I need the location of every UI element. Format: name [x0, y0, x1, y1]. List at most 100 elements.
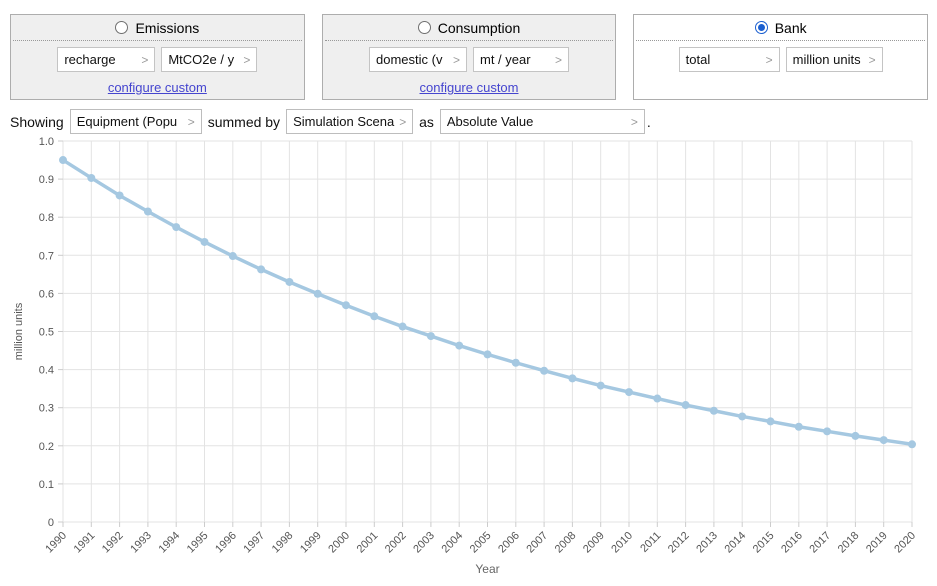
emissions-units-value: MtCO2e / y [168, 52, 235, 67]
emissions-radio[interactable] [115, 21, 129, 34]
x-tick-label: 2016 [779, 530, 805, 556]
series-point [228, 252, 237, 261]
series-point [596, 381, 605, 390]
panel-consumption: Consumption domestic (v > mt / year > co… [321, 14, 617, 100]
series-point [370, 312, 379, 321]
showing-label: Showing [10, 113, 64, 130]
x-tick-label: 1999 [298, 530, 324, 556]
chevron-right-icon: > [554, 52, 562, 67]
x-tick-label: 2001 [355, 530, 381, 556]
panel-bank-label: Bank [774, 19, 807, 36]
series-point [681, 401, 690, 410]
x-tick-label: 2018 [836, 530, 862, 556]
panel-bank-title-row: Bank [636, 15, 926, 41]
y-tick-label: 0 [48, 517, 54, 529]
x-tick-label: 2015 [751, 530, 777, 556]
showing-row: Showing Equipment (Popu > summed by Simu… [10, 109, 937, 134]
x-tick-label: 2019 [864, 530, 890, 556]
y-tick-label: 0.1 [39, 479, 54, 491]
x-tick-label: 1995 [185, 530, 211, 556]
display-mode-value: Absolute Value [446, 114, 534, 129]
x-tick-label: 1992 [100, 530, 126, 556]
chevron-right-icon: > [399, 114, 407, 129]
consumption-radio[interactable] [417, 21, 431, 34]
x-tick-label: 2000 [326, 530, 352, 556]
series-point [511, 358, 520, 367]
series-point [200, 237, 209, 246]
panel-bank-selects: total > million units > [634, 47, 927, 72]
emissions-units-select[interactable]: MtCO2e / y > [161, 47, 258, 72]
y-tick-label: 0.8 [39, 212, 54, 224]
bank-submetric-value: total [685, 52, 711, 67]
x-tick-label: 2006 [496, 530, 522, 556]
sentence-period: . [646, 113, 651, 130]
series-point [313, 289, 322, 298]
series-point [59, 156, 67, 165]
chevron-right-icon: > [630, 114, 638, 129]
bank-units-value: million units [792, 52, 861, 67]
metric-select[interactable]: Equipment (Popu > [69, 109, 202, 134]
chevron-right-icon: > [452, 52, 460, 67]
dimension-select[interactable]: Simulation Scena > [286, 109, 414, 134]
emissions-configure-custom-link[interactable]: configure custom [107, 80, 207, 95]
panel-bank: Bank total > million units > [633, 14, 929, 100]
x-tick-label: 2012 [666, 530, 692, 556]
chevron-right-icon: > [868, 52, 876, 67]
series-point [342, 301, 350, 310]
series-point [908, 440, 916, 449]
series-point [568, 374, 577, 383]
x-tick-label: 2008 [553, 530, 579, 556]
display-mode-select[interactable]: Absolute Value > [439, 109, 645, 134]
y-tick-label: 1.0 [39, 136, 54, 148]
x-tick-label: 2017 [807, 530, 833, 556]
x-tick-label: 2002 [383, 530, 409, 556]
series-point [879, 436, 888, 445]
chevron-right-icon: > [187, 114, 195, 129]
chart-area: 0 0.1 0.2 0.3 0.4 0.5 0.6 0.7 0.8 0.9 1.0 1990 1991 1… [0, 136, 937, 586]
consumption-configure-custom-link[interactable]: configure custom [419, 80, 519, 95]
bank-radio[interactable] [754, 21, 768, 34]
y-tick-label: 0.5 [39, 327, 54, 339]
bank-submetric-select[interactable]: total > [678, 47, 780, 72]
series-point [483, 350, 492, 359]
x-tick-label: 2005 [468, 530, 494, 556]
x-tick-label: 1996 [213, 530, 239, 556]
series-point [823, 427, 832, 436]
x-tick-label: 2014 [723, 530, 749, 556]
series-point [285, 277, 294, 286]
series-point [794, 422, 803, 431]
series-point [851, 431, 860, 440]
series-point [172, 223, 181, 232]
x-tick-label: 1998 [270, 530, 296, 556]
x-tick-label: 1997 [241, 530, 267, 556]
metric-panels: Emissions recharge > MtCO2e / y > config… [0, 0, 937, 100]
y-tick-label: 0.9 [39, 174, 54, 186]
panel-consumption-selects: domestic (v > mt / year > [323, 47, 616, 72]
consumption-units-value: mt / year [480, 52, 531, 67]
series-point [115, 191, 124, 200]
x-tick-label: 2013 [694, 530, 720, 556]
panel-emissions-title-row: Emissions [13, 15, 302, 41]
x-tick-label: 1991 [72, 530, 98, 556]
summed-by-label: summed by [207, 113, 281, 130]
panel-consumption-label: Consumption [437, 19, 521, 36]
x-tick-label: 1990 [43, 530, 69, 556]
x-tick-label: 2011 [638, 530, 663, 555]
series-point [455, 341, 464, 350]
series-point [625, 388, 633, 397]
x-tick-label: 2004 [440, 530, 466, 556]
emissions-submetric-select[interactable]: recharge > [57, 47, 156, 72]
consumption-submetric-value: domestic (v [376, 52, 443, 67]
bank-units-select[interactable]: million units > [785, 47, 883, 72]
series-point [738, 412, 747, 421]
series-point [653, 394, 662, 403]
consumption-submetric-select[interactable]: domestic (v > [369, 47, 467, 72]
x-tick-label: 1994 [157, 530, 183, 556]
series-point [766, 417, 775, 426]
consumption-units-select[interactable]: mt / year > [473, 47, 569, 72]
metric-select-value: Equipment (Popu [76, 114, 178, 129]
y-axis-label: million units [13, 302, 25, 360]
series-point [87, 173, 96, 182]
series-point [143, 207, 152, 216]
y-tick-label: 0.2 [39, 441, 54, 453]
